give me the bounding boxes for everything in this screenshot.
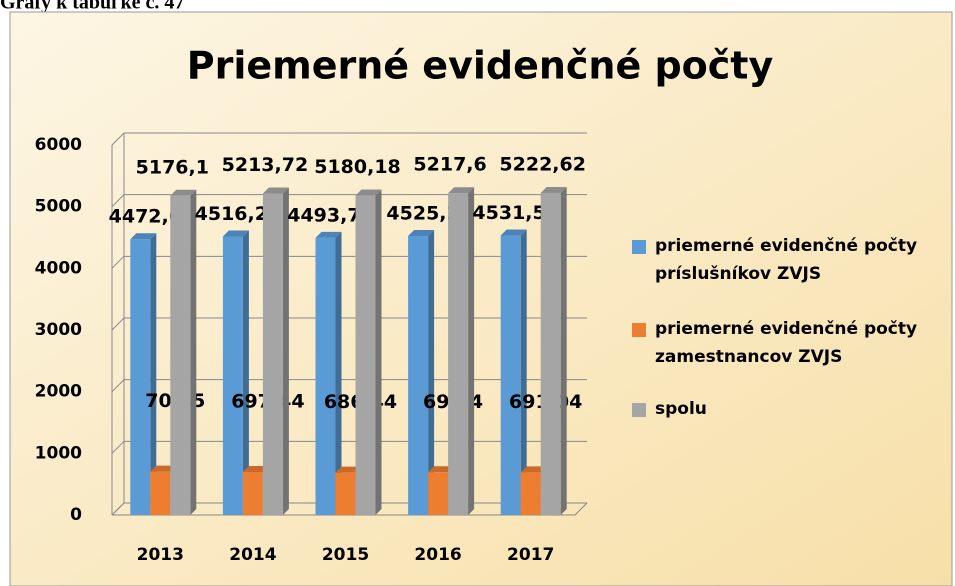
x-tick-label: 2015 [322, 545, 369, 565]
bar-side [560, 186, 567, 516]
bar [500, 235, 521, 516]
legend-swatch [632, 323, 646, 337]
data-label: 4525,2 [386, 202, 459, 224]
bar-side [150, 233, 157, 515]
bar-top [408, 229, 435, 236]
bar [130, 239, 151, 515]
grid-line [111, 132, 587, 146]
y-tick-label: 1000 [35, 443, 82, 463]
legend-label: spolu [655, 399, 707, 419]
bar-top [130, 233, 157, 240]
x-tick-label: 2014 [229, 545, 276, 565]
bar [150, 471, 171, 515]
bar-side [428, 229, 435, 516]
y-tick-label: 6000 [35, 135, 82, 155]
x-tick-label: 2016 [414, 545, 461, 565]
data-label: 5180,18 [314, 156, 401, 178]
bar [170, 195, 191, 515]
y-tick-label: 2000 [35, 382, 82, 402]
bar-top [222, 230, 249, 237]
bar-top [520, 466, 547, 473]
bar [262, 193, 283, 515]
bar-top [315, 231, 342, 238]
bar-side [190, 189, 197, 515]
bar-side [335, 231, 342, 515]
bar [242, 471, 263, 515]
bar [408, 235, 429, 516]
data-label: 5217,6 [413, 154, 486, 176]
bar [315, 237, 336, 515]
bar-side [242, 230, 249, 515]
bar [520, 472, 541, 515]
y-tick-label: 3000 [35, 320, 82, 340]
y-tick-label: 5000 [35, 197, 82, 217]
chart-title: Priemerné evidenčné počty [187, 44, 774, 88]
data-label: 4516,28 [195, 203, 282, 225]
legend-label: priemerné evidenčné počty príslušníkov Z… [655, 236, 918, 284]
bar [335, 472, 356, 515]
data-label: 5213,72 [222, 154, 309, 176]
bar-top [540, 186, 567, 193]
bar [448, 193, 469, 516]
data-label: 4531,58 [472, 202, 559, 224]
caption: Grafy k tabuľke č. 47 [0, 0, 184, 14]
x-tick-label: 2013 [137, 545, 184, 565]
legend-swatch [632, 403, 646, 417]
legend-label: priemerné evidenčné počty zamestnancov Z… [655, 319, 918, 367]
data-label: 4493,74 [287, 204, 374, 226]
y-tick-label: 4000 [35, 258, 82, 278]
bar-top [448, 187, 475, 194]
data-label: 4472,6 [109, 206, 182, 228]
bar-top [335, 466, 362, 473]
bar-top [262, 187, 289, 194]
bar [222, 236, 243, 515]
bar-side [520, 229, 527, 516]
bar-top [500, 229, 527, 236]
bar-side [468, 187, 475, 516]
bar-top [170, 189, 197, 196]
bar-top [428, 466, 455, 473]
data-label: 5176,1 [136, 156, 209, 178]
bar [355, 195, 376, 515]
grid-line [111, 194, 587, 208]
legend-swatch [632, 240, 646, 254]
y-tick-label: 0 [70, 505, 82, 525]
data-label: 5222,62 [499, 153, 586, 175]
bar-side [375, 189, 382, 515]
bar [428, 472, 449, 515]
x-tick-label: 2017 [507, 545, 554, 565]
bar [540, 192, 561, 516]
bar-side [282, 187, 289, 515]
bar-top [355, 189, 382, 196]
bar-top [150, 465, 177, 472]
bar-top [242, 465, 269, 472]
